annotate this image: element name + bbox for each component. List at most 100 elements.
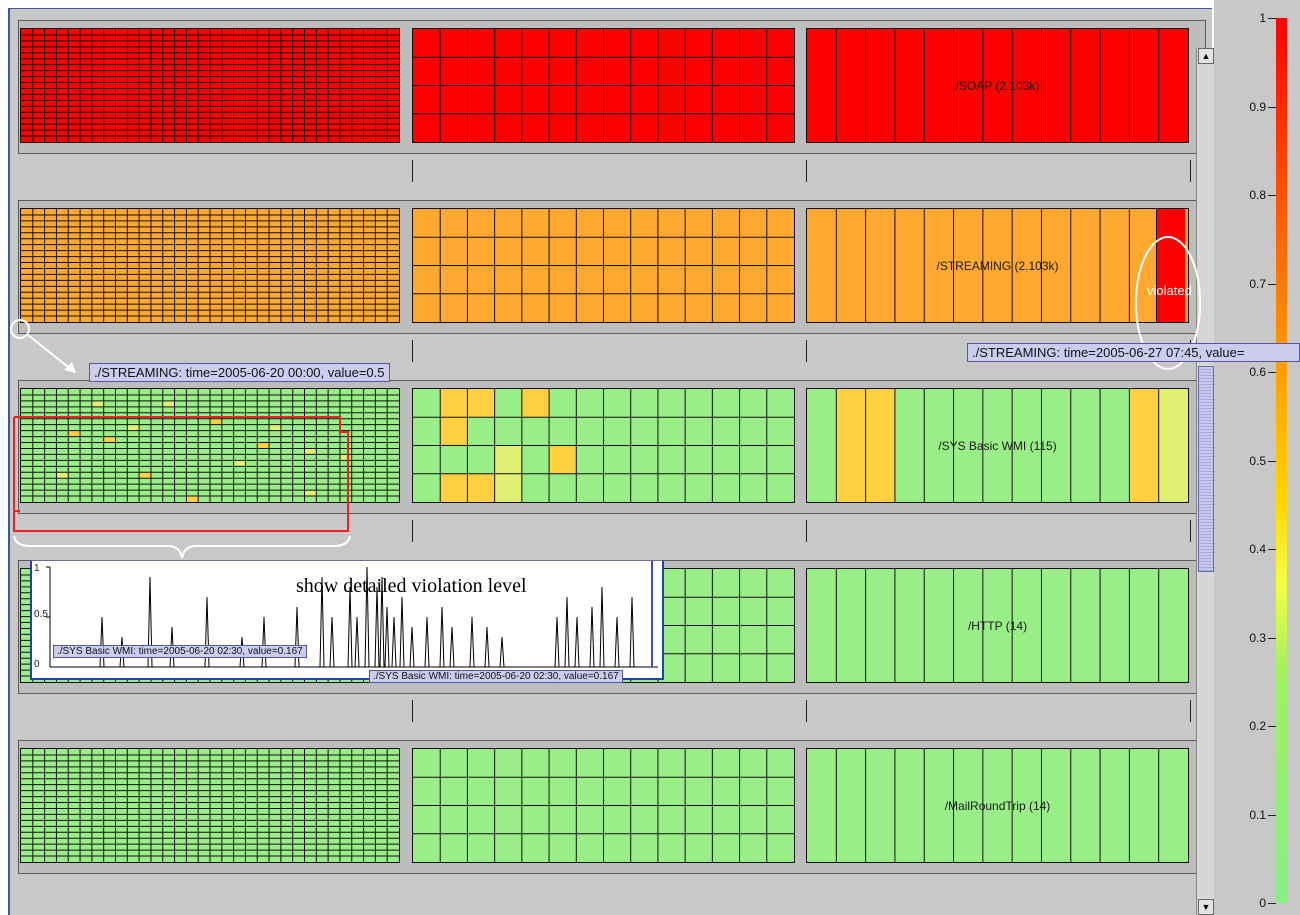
treemap-cell[interactable] [20, 208, 400, 323]
streaming-violation-tooltip: ./STREAMING: time=2005-06-27 07:45, valu… [967, 343, 1300, 362]
legend-tick-label: 0 [1259, 896, 1266, 910]
treemap-cell[interactable] [20, 388, 400, 503]
violation-mark [91, 400, 104, 407]
legend-tick [1268, 106, 1276, 108]
treemap-cell[interactable] [20, 28, 400, 143]
cell-grid [835, 389, 1188, 502]
cell-grid [835, 569, 1160, 682]
legend-tick [1268, 195, 1276, 196]
violation-mark [865, 389, 895, 502]
cell-grid [21, 209, 399, 322]
gap-separator [806, 160, 807, 182]
wmi-inner-tooltip: ./SYS Basic WMI: time=2005-06-20 02:30, … [53, 645, 307, 658]
treemap-cell[interactable] [412, 388, 795, 503]
legend-tick-label: 0.6 [1249, 365, 1266, 379]
gap-separator [412, 520, 413, 542]
legend-tick [1268, 637, 1276, 639]
legend-tick [1268, 460, 1276, 462]
scroll-thumb[interactable] [1198, 366, 1214, 572]
cell-grid [835, 209, 1160, 322]
violation-mark [836, 389, 866, 502]
cell-grid [21, 749, 399, 862]
legend-tick [1268, 283, 1276, 285]
treemap-cell[interactable] [412, 748, 795, 863]
legend-tick [1268, 903, 1276, 904]
treemap-cell[interactable] [20, 748, 400, 863]
legend-tick-label: 0.8 [1249, 188, 1266, 202]
wmi-outer-tooltip: ./SYS Basic WMI: time=2005-06-20 02:30, … [369, 670, 623, 683]
violation-mark [103, 436, 116, 443]
violation-mark [210, 418, 222, 425]
treemap-cell[interactable]: /MailRoundTrip (14) [806, 748, 1189, 863]
violation-mark [233, 460, 246, 467]
detail-violation-chart: 1 0.5 0 show detailed violation level ./… [30, 560, 664, 680]
legend-tick [1268, 726, 1276, 727]
vertical-scrollbar[interactable]: ▲ ▼ [1196, 48, 1215, 915]
violation-mark [467, 473, 495, 502]
cell-grid [835, 29, 1160, 142]
violation-mark [494, 445, 522, 474]
legend-tick [1268, 549, 1276, 550]
violated-column[interactable] [1156, 209, 1185, 322]
violated-annotation: violated [1147, 283, 1192, 298]
violation-mark [440, 417, 468, 446]
gap-separator [1190, 160, 1191, 182]
cell-grid [413, 29, 794, 142]
detail-y-tick-05: 0.5 [34, 609, 48, 620]
gap-separator [1190, 520, 1191, 542]
scroll-down-icon[interactable]: ▼ [1198, 899, 1214, 915]
legend-tick [1268, 814, 1276, 816]
treemap-cell[interactable] [412, 208, 795, 323]
violation-mark [440, 473, 468, 502]
detail-y-tick-1: 1 [34, 563, 40, 574]
violation-mark [186, 496, 199, 502]
legend-tick-label: 0.2 [1249, 719, 1266, 733]
gap-separator [412, 340, 413, 362]
violation-mark [521, 389, 550, 418]
treemap-cell[interactable] [412, 28, 795, 143]
treemap-panel: /SOAP (2.103k) /STREAMING (2.103k) /SYS Ba… [8, 8, 1212, 915]
violation-mark [257, 442, 270, 449]
violation-mark [467, 389, 495, 418]
cell-grid [21, 389, 399, 502]
violation-mark [162, 400, 175, 407]
treemap-cell[interactable]: /SOAP (2.103k) [806, 28, 1189, 143]
gap-separator [806, 340, 807, 362]
legend-tick-label: 0.3 [1249, 630, 1266, 645]
violation-mark [339, 454, 352, 461]
cell-grid [413, 389, 794, 502]
violation-mark [494, 473, 522, 502]
gap-separator [806, 520, 807, 542]
legend-tick-label: 0.4 [1249, 542, 1266, 556]
treemap-cell[interactable]: /SYS Basic WMI (115) [806, 388, 1189, 503]
cell-grid [413, 209, 794, 322]
treemap-cell[interactable]: /HTTP (14) [806, 568, 1189, 683]
cell-grid [21, 29, 399, 142]
legend-tick-label: 0.9 [1249, 99, 1266, 114]
detail-chart-plot [46, 561, 658, 668]
violation-mark [68, 430, 81, 437]
violation-mark [269, 424, 281, 431]
scroll-up-icon[interactable]: ▲ [1198, 48, 1214, 64]
gap-separator [412, 160, 413, 182]
violation-mark [127, 424, 140, 431]
legend-tick-label: 0.5 [1249, 453, 1266, 468]
legend-tick-label: 0.1 [1249, 807, 1266, 822]
gap-separator [1190, 700, 1191, 722]
detail-title: show detailed violation level [296, 575, 527, 597]
violation-mark [139, 472, 151, 479]
violation-mark [549, 445, 577, 474]
violation-mark [440, 389, 468, 418]
cell-grid [413, 749, 794, 862]
violation-mark [1129, 389, 1159, 502]
legend-tick-label: 1 [1259, 11, 1266, 25]
treemap-cell[interactable]: /STREAMING (2.103k) [806, 208, 1189, 323]
violation-mark [304, 490, 317, 497]
legend-tick [1268, 372, 1276, 373]
violation-mark [56, 472, 69, 479]
gap-separator [806, 700, 807, 722]
legend-tick-label: 0.7 [1249, 276, 1266, 291]
gap-separator [412, 700, 413, 722]
violation-mark [304, 448, 317, 455]
